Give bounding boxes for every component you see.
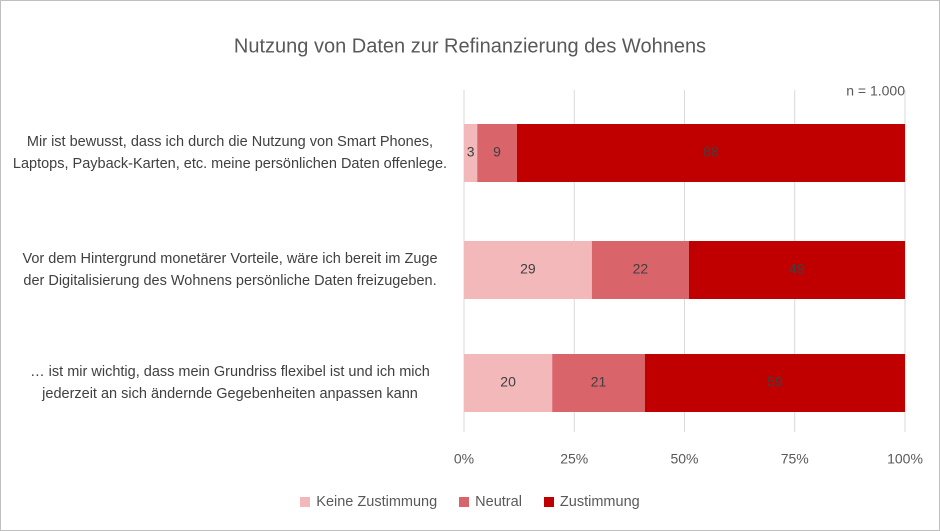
data-label: 49: [789, 261, 805, 277]
data-label: 20: [500, 374, 516, 390]
bar-segment: [464, 124, 478, 182]
legend-label: Keine Zustimmung: [316, 494, 438, 510]
legend-label: Zustimmung: [559, 494, 640, 510]
data-label: 29: [520, 261, 536, 277]
data-label: 59: [767, 374, 783, 390]
bar-segment: [688, 241, 905, 299]
category-label: Vor dem Hintergrund monetärer Vorteile, …: [22, 251, 438, 289]
data-label: 22: [633, 261, 649, 277]
bar-segment: [477, 124, 517, 182]
bar-segment: [464, 241, 592, 299]
bar-segment: [516, 124, 905, 182]
legend: Keine Zustimmung Neutral Zustimmung: [0, 494, 940, 510]
legend-swatch: [300, 497, 311, 507]
legend-item: Keine Zustimmung: [300, 494, 437, 510]
x-tick-label: 50%: [670, 451, 698, 467]
legend-item: Zustimmung: [543, 494, 640, 510]
data-label: 88: [703, 144, 719, 160]
annotation: n = 1.000: [846, 83, 905, 99]
category-label: … ist mir wichtig, dass mein Grundriss f…: [30, 364, 430, 402]
bar-segment: [644, 354, 905, 412]
legend-label: Neutral: [475, 494, 522, 510]
legend-swatch: [459, 497, 470, 507]
chart-title: Nutzung von Daten zur Refinanzierung des…: [234, 35, 706, 57]
category-label: Mir ist bewusst, dass ich durch die Nutz…: [12, 134, 448, 172]
data-label: 3: [467, 144, 475, 160]
data-label: 9: [493, 144, 501, 160]
x-tick-label: 0%: [454, 451, 474, 467]
bar-segment: [552, 354, 645, 412]
legend-item: Neutral: [459, 494, 522, 510]
x-tick-label: 100%: [887, 451, 923, 467]
data-label: 21: [591, 374, 607, 390]
bar-segment: [591, 241, 689, 299]
x-tick-label: 75%: [781, 451, 809, 467]
legend-swatch: [543, 497, 554, 507]
x-tick-label: 25%: [560, 451, 588, 467]
bar-segment: [464, 354, 553, 412]
